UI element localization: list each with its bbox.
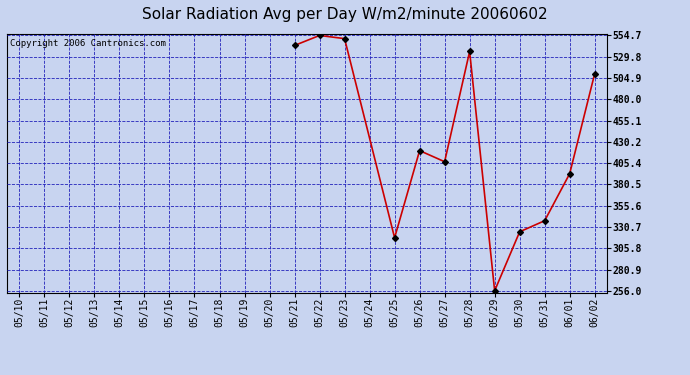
Text: Solar Radiation Avg per Day W/m2/minute 20060602: Solar Radiation Avg per Day W/m2/minute … <box>142 8 548 22</box>
Text: Copyright 2006 Cantronics.com: Copyright 2006 Cantronics.com <box>10 39 166 48</box>
